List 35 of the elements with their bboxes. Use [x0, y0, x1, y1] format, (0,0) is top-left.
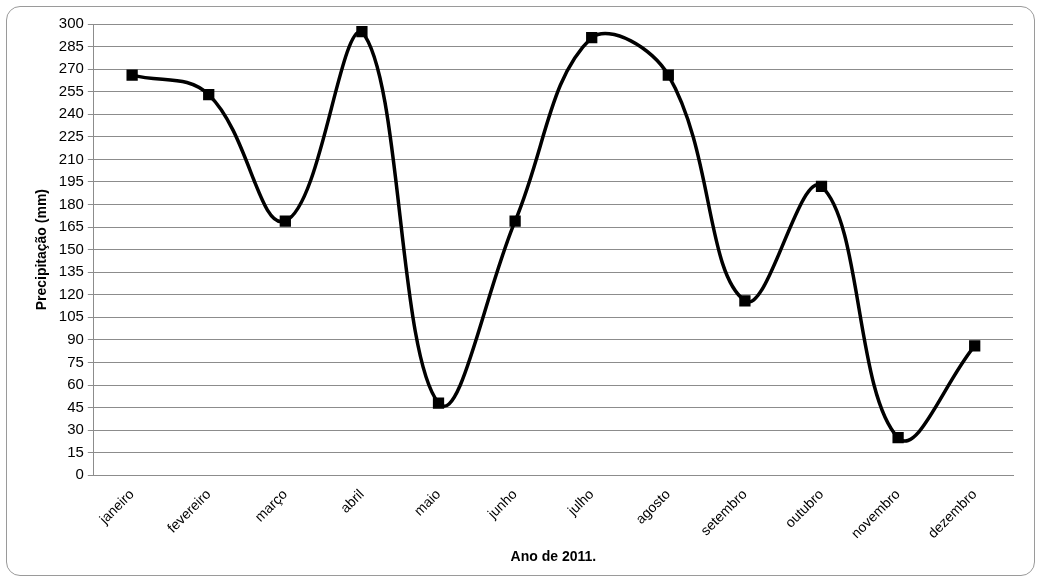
y-tick-label: 60 — [67, 375, 84, 393]
point — [969, 340, 981, 352]
y-tick-label: 300 — [58, 14, 84, 32]
point — [815, 180, 828, 193]
y-tick-label: 210 — [58, 149, 84, 167]
y-tick-label: 225 — [58, 126, 84, 144]
y-tick-label: 0 — [75, 465, 84, 483]
y-tick-label: 195 — [58, 172, 84, 190]
y-axis-title: Precipitação (mm) — [33, 188, 50, 311]
y-tick-label: 150 — [58, 239, 84, 257]
point — [279, 215, 291, 227]
point — [739, 295, 751, 307]
point — [586, 31, 598, 44]
y-tick-label: 105 — [58, 307, 84, 325]
y-tick-label: 285 — [58, 36, 84, 54]
y-tick-label: 180 — [58, 194, 84, 212]
point — [356, 25, 368, 38]
y-tick-label: 15 — [67, 442, 84, 460]
y-tick-label: 75 — [67, 352, 84, 370]
y-tick-label: 30 — [67, 420, 84, 438]
y-tick-label: 45 — [67, 397, 84, 415]
point — [203, 89, 215, 101]
y-tick-label: 240 — [58, 104, 84, 122]
point — [892, 432, 904, 444]
y-tick-label: 255 — [58, 81, 84, 99]
point — [432, 397, 445, 409]
y-tick-label: 120 — [58, 284, 84, 302]
y-tick-label: 270 — [58, 59, 84, 77]
y-tick-label: 90 — [67, 330, 84, 348]
point — [662, 69, 674, 81]
x-axis-title: Ano de 2011. — [510, 548, 597, 565]
point — [509, 215, 521, 227]
y-tick-label: 135 — [58, 262, 84, 280]
point — [126, 69, 138, 81]
y-tick-label: 165 — [58, 217, 84, 235]
